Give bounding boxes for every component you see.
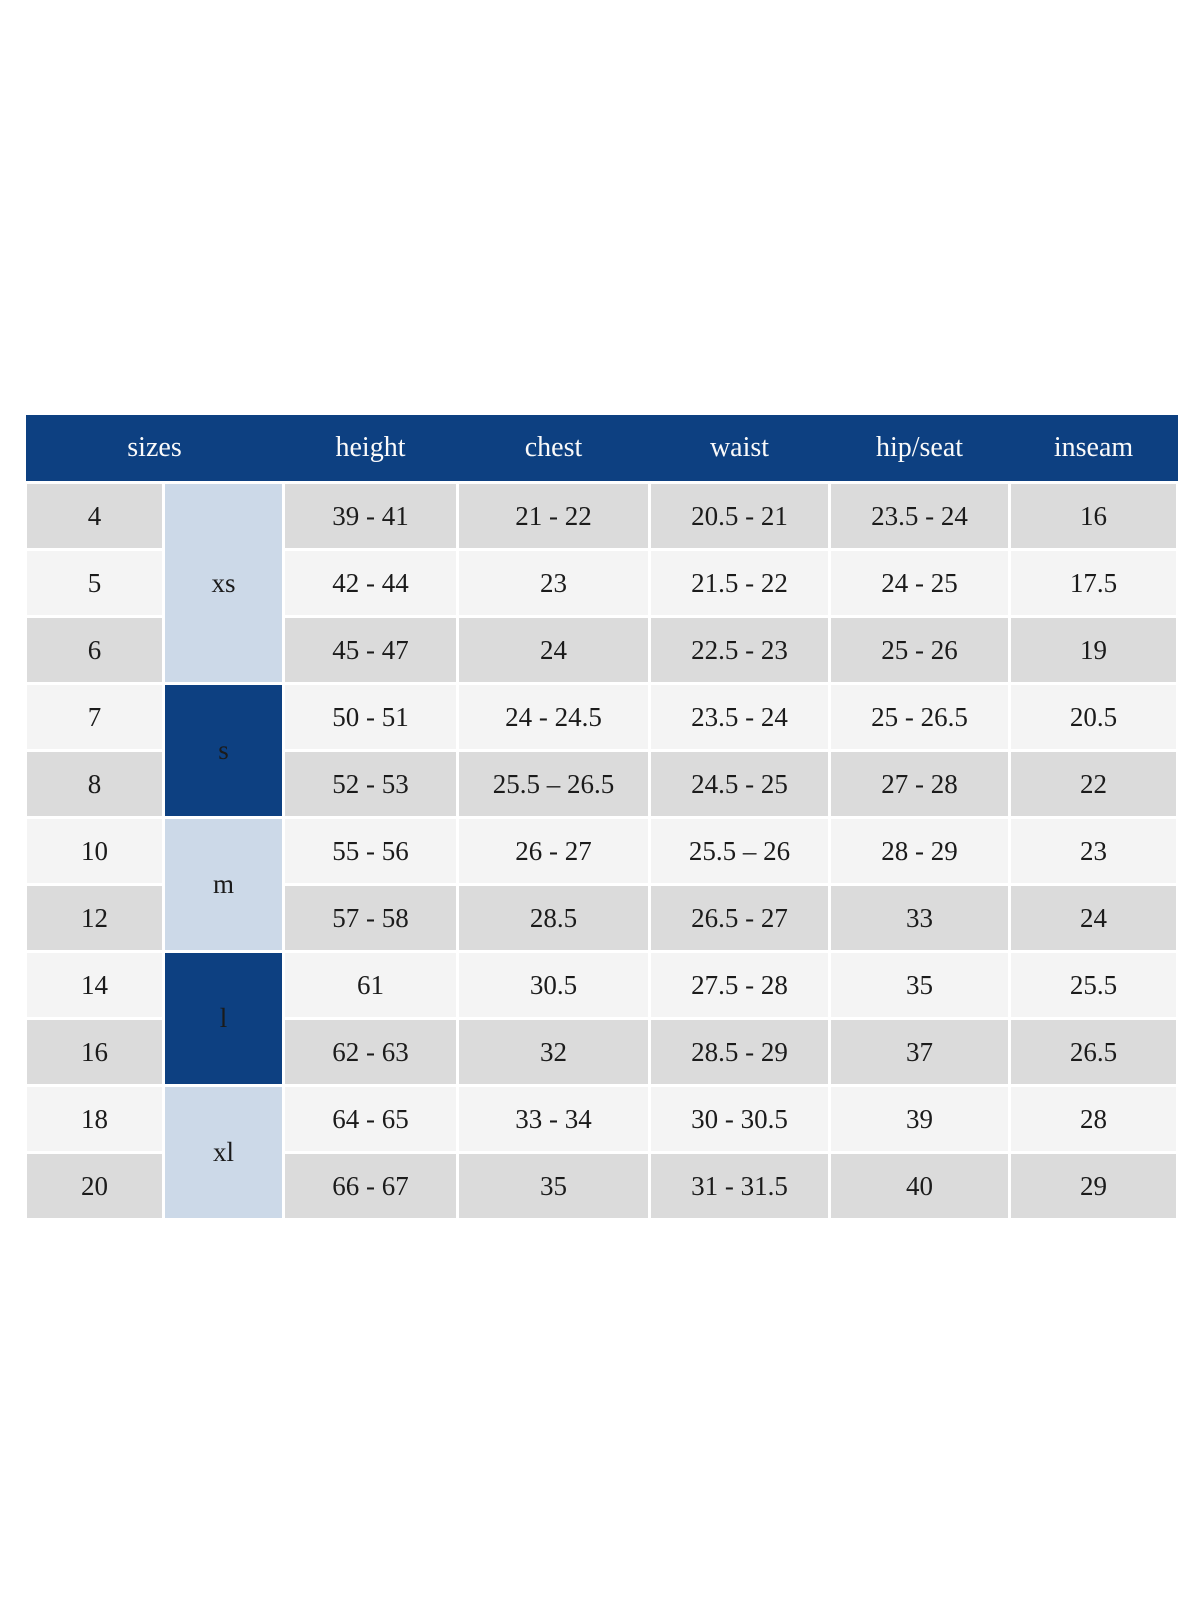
chest-cell: 26 - 27	[456, 816, 651, 886]
height-cell: 57 - 58	[282, 883, 459, 953]
hip-seat-cell: 35	[828, 950, 1011, 1020]
inseam-cell: 25.5	[1008, 950, 1179, 1020]
chest-cell: 35	[456, 1151, 651, 1221]
waist-cell: 21.5 - 22	[648, 548, 831, 618]
waist-cell: 31 - 31.5	[648, 1151, 831, 1221]
hip-seat-cell: 39	[828, 1084, 1011, 1154]
height-cell: 45 - 47	[282, 615, 459, 685]
size-chart-table: sizes height chest waist hip/seat inseam…	[24, 415, 1179, 1221]
height-cell: 50 - 51	[282, 682, 459, 752]
waist-cell: 30 - 30.5	[648, 1084, 831, 1154]
col-header-waist: waist	[649, 415, 830, 483]
size-table-header: sizes height chest waist hip/seat inseam	[25, 415, 1178, 483]
chest-cell: 24 - 24.5	[456, 682, 651, 752]
size-table-body: 4 xs 39 - 41 21 - 22 20.5 - 21 23.5 - 24 16 5 42…	[24, 481, 1179, 1221]
chest-cell: 25.5 – 26.5	[456, 749, 651, 819]
table-row: 5 42 - 44 23 21.5 - 22 24 - 25 17.5	[24, 548, 1179, 618]
size-cell: 16	[24, 1017, 165, 1087]
col-header-sizes: sizes	[25, 415, 284, 483]
inseam-cell: 29	[1008, 1151, 1179, 1221]
hip-seat-cell: 37	[828, 1017, 1011, 1087]
size-cell: 5	[24, 548, 165, 618]
waist-cell: 23.5 - 24	[648, 682, 831, 752]
hip-seat-cell: 24 - 25	[828, 548, 1011, 618]
waist-cell: 27.5 - 28	[648, 950, 831, 1020]
hip-seat-cell: 23.5 - 24	[828, 481, 1011, 551]
table-row: 8 52 - 53 25.5 – 26.5 24.5 - 25 27 - 28 22	[24, 749, 1179, 819]
chest-cell: 32	[456, 1017, 651, 1087]
size-group-cell: s	[162, 682, 285, 819]
inseam-cell: 28	[1008, 1084, 1179, 1154]
table-row: 6 45 - 47 24 22.5 - 23 25 - 26 19	[24, 615, 1179, 685]
height-cell: 42 - 44	[282, 548, 459, 618]
hip-seat-cell: 40	[828, 1151, 1011, 1221]
height-cell: 52 - 53	[282, 749, 459, 819]
height-cell: 55 - 56	[282, 816, 459, 886]
size-cell: 12	[24, 883, 165, 953]
size-group-cell: xl	[162, 1084, 285, 1221]
size-cell: 8	[24, 749, 165, 819]
chest-cell: 33 - 34	[456, 1084, 651, 1154]
waist-cell: 26.5 - 27	[648, 883, 831, 953]
table-row: 10 m 55 - 56 26 - 27 25.5 – 26 28 - 29 23	[24, 816, 1179, 953]
height-cell: 62 - 63	[282, 1017, 459, 1087]
inseam-cell: 22	[1008, 749, 1179, 819]
height-cell: 66 - 67	[282, 1151, 459, 1221]
table-row: 16 62 - 63 32 28.5 - 29 37 26.5	[24, 1017, 1179, 1087]
inseam-cell: 26.5	[1008, 1017, 1179, 1087]
size-cell: 14	[24, 950, 165, 1020]
table-row: 14 l 61 30.5 27.5 - 28 35 25.5	[24, 950, 1179, 1087]
height-cell: 64 - 65	[282, 1084, 459, 1154]
table-row: 12 57 - 58 28.5 26.5 - 27 33 24	[24, 883, 1179, 953]
col-header-inseam: inseam	[1009, 415, 1178, 483]
size-cell: 20	[24, 1151, 165, 1221]
inseam-cell: 17.5	[1008, 548, 1179, 618]
col-header-chest: chest	[457, 415, 650, 483]
size-cell: 4	[24, 481, 165, 551]
height-cell: 39 - 41	[282, 481, 459, 551]
size-cell: 10	[24, 816, 165, 886]
chest-cell: 23	[456, 548, 651, 618]
inseam-cell: 24	[1008, 883, 1179, 953]
table-row: 7 s 50 - 51 24 - 24.5 23.5 - 24 25 - 26.5 20.5	[24, 682, 1179, 819]
col-header-hip-seat: hip/seat	[829, 415, 1010, 483]
size-cell: 18	[24, 1084, 165, 1154]
size-group-cell: xs	[162, 481, 285, 685]
size-cell: 7	[24, 682, 165, 752]
waist-cell: 22.5 - 23	[648, 615, 831, 685]
waist-cell: 20.5 - 21	[648, 481, 831, 551]
size-group-cell: m	[162, 816, 285, 953]
col-header-height: height	[283, 415, 458, 483]
waist-cell: 28.5 - 29	[648, 1017, 831, 1087]
waist-cell: 25.5 – 26	[648, 816, 831, 886]
hip-seat-cell: 33	[828, 883, 1011, 953]
size-group-cell: l	[162, 950, 285, 1087]
inseam-cell: 19	[1008, 615, 1179, 685]
inseam-cell: 23	[1008, 816, 1179, 886]
size-cell: 6	[24, 615, 165, 685]
table-row: 18 xl 64 - 65 33 - 34 30 - 30.5 39 28	[24, 1084, 1179, 1221]
hip-seat-cell: 28 - 29	[828, 816, 1011, 886]
hip-seat-cell: 25 - 26.5	[828, 682, 1011, 752]
chest-cell: 28.5	[456, 883, 651, 953]
table-row: 20 66 - 67 35 31 - 31.5 40 29	[24, 1151, 1179, 1221]
inseam-cell: 16	[1008, 481, 1179, 551]
chest-cell: 21 - 22	[456, 481, 651, 551]
hip-seat-cell: 25 - 26	[828, 615, 1011, 685]
chest-cell: 30.5	[456, 950, 651, 1020]
table-row: 4 xs 39 - 41 21 - 22 20.5 - 21 23.5 - 24 16	[24, 481, 1179, 685]
waist-cell: 24.5 - 25	[648, 749, 831, 819]
hip-seat-cell: 27 - 28	[828, 749, 1011, 819]
header-row: sizes height chest waist hip/seat inseam	[25, 415, 1178, 483]
chest-cell: 24	[456, 615, 651, 685]
inseam-cell: 20.5	[1008, 682, 1179, 752]
height-cell: 61	[282, 950, 459, 1020]
